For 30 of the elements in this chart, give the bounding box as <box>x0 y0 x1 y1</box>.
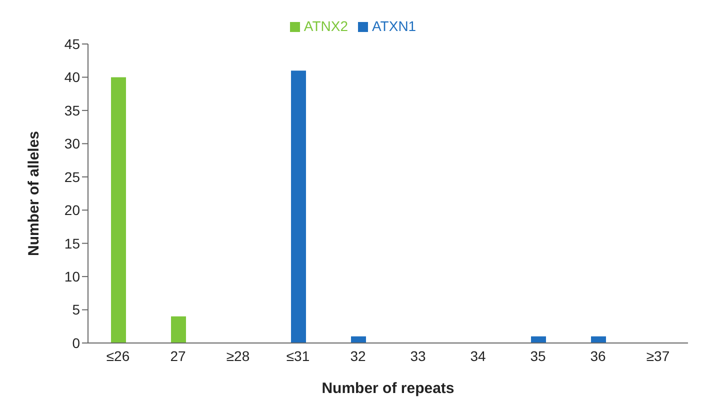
y-tick-label: 35 <box>64 102 80 118</box>
y-tick-label: 45 <box>64 36 80 52</box>
x-tick-label: ≤31 <box>286 348 310 364</box>
y-tick-label: 40 <box>64 69 80 86</box>
x-axis-title: Number of repeats <box>322 380 454 397</box>
x-tick-label: 27 <box>170 348 186 364</box>
x-tick-label: ≤26 <box>106 348 130 364</box>
y-tick-label: 25 <box>64 168 80 185</box>
x-tick-label: 36 <box>590 348 606 364</box>
bar <box>291 70 306 343</box>
legend-label: ATNX2 <box>304 18 348 34</box>
y-tick-label: 5 <box>72 302 80 318</box>
x-tick-label: 35 <box>530 348 546 364</box>
bar <box>591 336 606 343</box>
bar <box>531 336 546 343</box>
y-tick-label: 0 <box>72 334 80 351</box>
bar <box>171 316 186 343</box>
y-axis-title: Number of alleles <box>25 130 42 256</box>
x-tick-label: ≥37 <box>646 348 670 364</box>
y-tick-label: 15 <box>64 235 80 252</box>
legend-label: ATXN1 <box>372 18 416 34</box>
x-tick-label: ≥28 <box>226 348 250 364</box>
bar <box>111 77 126 343</box>
bar <box>351 336 366 343</box>
y-tick-label: 30 <box>64 136 80 152</box>
y-tick-label: 10 <box>64 268 80 285</box>
x-tick-label: 34 <box>470 348 486 364</box>
y-tick-label: 20 <box>64 202 80 218</box>
x-tick-label: 33 <box>410 348 426 364</box>
x-tick-label: 32 <box>350 348 366 364</box>
